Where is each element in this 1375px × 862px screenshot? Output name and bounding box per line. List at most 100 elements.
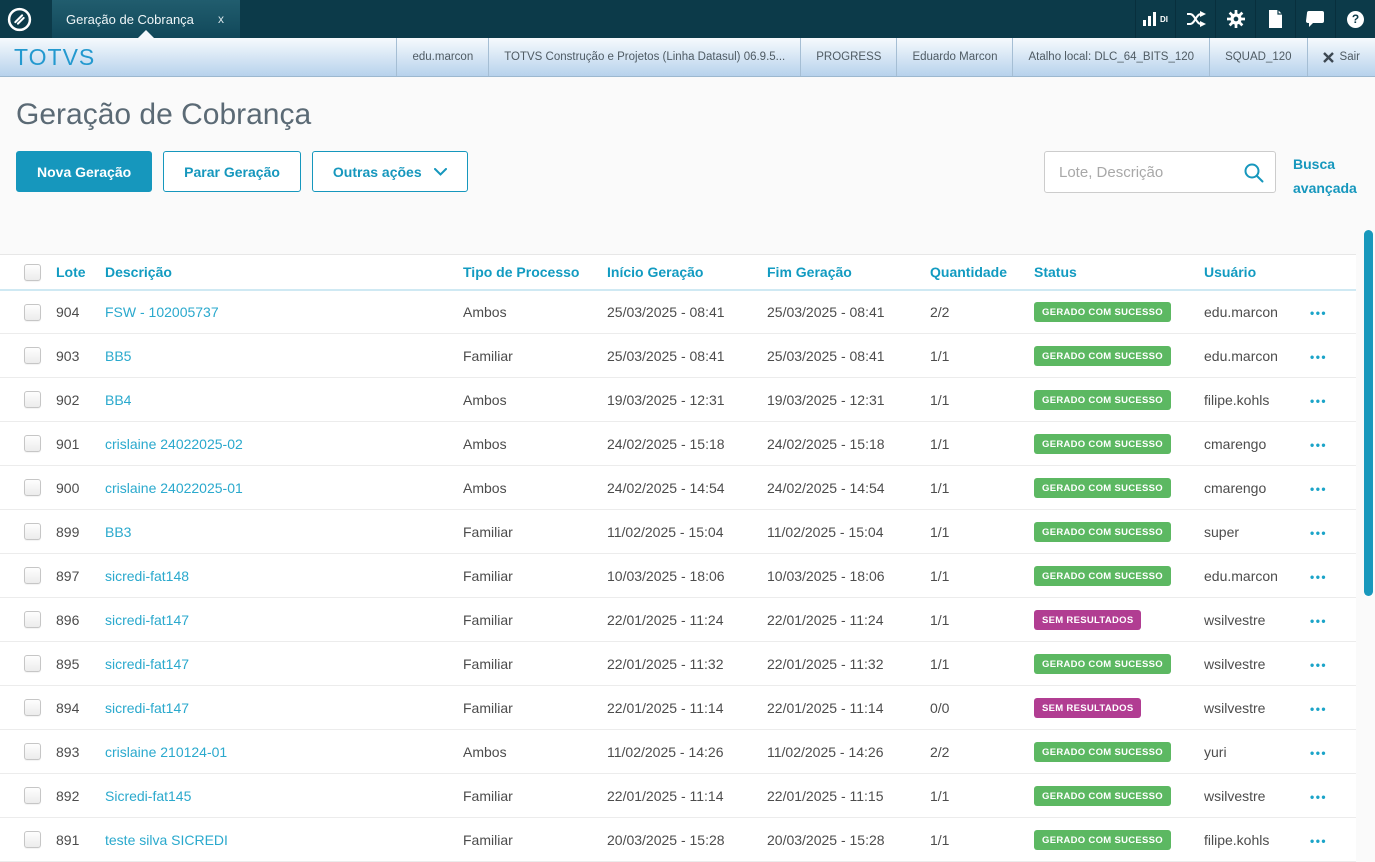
cell-descricao-link[interactable]: Sicredi-fat145 <box>105 787 192 804</box>
row-checkbox[interactable] <box>24 831 41 849</box>
row-checkbox[interactable] <box>24 479 41 497</box>
parar-geracao-button[interactable]: Parar Geração <box>163 151 301 192</box>
row-actions-icon[interactable]: ••• <box>1310 393 1328 408</box>
cell-tipo: Ambos <box>463 729 607 774</box>
cell-descricao-link[interactable]: BB5 <box>105 347 132 364</box>
cell-descricao-link[interactable]: sicredi-fat148 <box>105 567 190 584</box>
column-header-usuario: Usuário <box>1204 254 1310 291</box>
logout-button[interactable]: Sair <box>1306 38 1375 76</box>
cell-descricao-link[interactable]: BB4 <box>105 391 132 408</box>
cell-quantidade: 1/1 <box>930 597 1034 642</box>
cell-usuario: wsilvestre <box>1204 685 1310 730</box>
vertical-scrollbar[interactable] <box>1364 230 1373 596</box>
document-icon[interactable] <box>1255 0 1295 38</box>
row-checkbox[interactable] <box>24 347 41 365</box>
header-item-squad[interactable]: SQUAD_120 <box>1209 38 1306 76</box>
toolbar: Nova Geração Parar Geração Outras ações … <box>16 151 1359 200</box>
cell-descricao-link[interactable]: teste silva SICREDI <box>105 831 228 848</box>
cell-tipo: Familiar <box>463 641 607 686</box>
cell-quantidade: 1/1 <box>930 641 1034 686</box>
cell-lote: 900 <box>56 465 105 510</box>
row-checkbox[interactable] <box>24 699 41 717</box>
search-icon[interactable] <box>1243 162 1264 183</box>
row-actions-icon[interactable]: ••• <box>1310 525 1328 540</box>
cell-lote: 901 <box>56 421 105 466</box>
row-actions-icon[interactable]: ••• <box>1310 657 1328 672</box>
help-icon[interactable]: ? <box>1335 0 1375 38</box>
row-actions-icon[interactable]: ••• <box>1310 745 1328 760</box>
cell-descricao-link[interactable]: crislaine 24022025-02 <box>105 435 243 452</box>
search-input[interactable] <box>1057 162 1243 182</box>
table-row: 899 BB3 Familiar 11/02/2025 - 15:04 11/0… <box>0 509 1356 554</box>
header-item-fullname[interactable]: Eduardo Marcon <box>896 38 1012 76</box>
table-row: 892 Sicredi-fat145 Familiar 22/01/2025 -… <box>0 773 1356 818</box>
row-checkbox[interactable] <box>24 611 41 629</box>
row-actions-icon[interactable]: ••• <box>1310 305 1328 320</box>
select-all-checkbox[interactable] <box>24 263 41 281</box>
cell-tipo: Ambos <box>463 289 607 334</box>
column-header-descricao: Descrição <box>105 254 463 291</box>
row-checkbox[interactable] <box>24 787 41 805</box>
cell-usuario: yuri <box>1204 729 1310 774</box>
cell-usuario: wsilvestre <box>1204 597 1310 642</box>
cell-tipo: Familiar <box>463 333 607 378</box>
header-item-database[interactable]: PROGRESS <box>800 38 896 76</box>
column-header-quantidade: Quantidade <box>930 254 1034 291</box>
status-badge: GERADO COM SUCESSO <box>1034 345 1171 366</box>
cell-tipo: Familiar <box>463 553 607 598</box>
row-actions-icon[interactable]: ••• <box>1310 789 1328 804</box>
cell-inicio: 20/03/2025 - 15:28 <box>607 817 767 862</box>
row-checkbox[interactable] <box>24 435 41 453</box>
row-actions-icon[interactable]: ••• <box>1310 569 1328 584</box>
row-actions-icon[interactable]: ••• <box>1310 437 1328 452</box>
gear-icon[interactable] <box>1215 0 1255 38</box>
row-checkbox[interactable] <box>24 743 41 761</box>
cell-fim: 11/02/2025 - 14:26 <box>767 729 930 774</box>
header-item-atalho-local[interactable]: Atalho local: DLC_64_BITS_120 <box>1012 38 1209 76</box>
status-badge: GERADO COM SUCESSO <box>1034 301 1171 322</box>
header-item-environment[interactable]: TOTVS Construção e Projetos (Linha Datas… <box>488 38 800 76</box>
tab-geracao-de-cobranca[interactable]: Geração de Cobrança x <box>52 0 240 38</box>
cell-quantidade: 2/2 <box>930 729 1034 774</box>
cell-lote: 895 <box>56 641 105 686</box>
header-item-username[interactable]: edu.marcon <box>396 38 488 76</box>
cell-descricao-link[interactable]: sicredi-fat147 <box>105 611 190 628</box>
status-badge: GERADO COM SUCESSO <box>1034 433 1171 454</box>
tab-close-icon[interactable]: x <box>218 12 224 26</box>
chevron-down-icon <box>433 167 447 176</box>
row-actions-icon[interactable]: ••• <box>1310 701 1328 716</box>
nova-geracao-button[interactable]: Nova Geração <box>16 151 153 192</box>
totvs-logo-icon[interactable] <box>0 0 38 38</box>
table-row: 902 BB4 Ambos 19/03/2025 - 12:31 19/03/2… <box>0 377 1356 422</box>
cell-descricao-link[interactable]: crislaine 24022025-01 <box>105 479 243 496</box>
table-row: 894 sicredi-fat147 Familiar 22/01/2025 -… <box>0 685 1356 730</box>
row-checkbox[interactable] <box>24 391 41 409</box>
row-actions-icon[interactable]: ••• <box>1310 349 1328 364</box>
busca-avancada-link[interactable]: Busca avançada <box>1293 156 1357 196</box>
table-header-row: Lote Descrição Tipo de Processo Início G… <box>0 254 1356 291</box>
chart-di-icon[interactable]: DI <box>1135 0 1175 38</box>
row-checkbox[interactable] <box>24 303 41 321</box>
cell-descricao-link[interactable]: crislaine 210124-01 <box>105 743 228 760</box>
status-badge: SEM RESULTADOS <box>1034 697 1142 718</box>
column-header-status: Status <box>1034 254 1204 291</box>
cell-tipo: Ambos <box>463 377 607 422</box>
row-actions-icon[interactable]: ••• <box>1310 481 1328 496</box>
cell-usuario: cmarengo <box>1204 465 1310 510</box>
shuffle-icon[interactable] <box>1175 0 1215 38</box>
cell-descricao-link[interactable]: sicredi-fat147 <box>105 655 190 672</box>
row-checkbox[interactable] <box>24 655 41 673</box>
cell-descricao-link[interactable]: FSW - 102005737 <box>105 303 219 320</box>
cell-descricao-link[interactable]: sicredi-fat147 <box>105 699 190 716</box>
outras-acoes-button[interactable]: Outras ações <box>311 151 468 192</box>
column-header-fim-geracao: Fim Geração <box>767 254 930 291</box>
cell-fim: 24/02/2025 - 14:54 <box>767 465 930 510</box>
status-badge: GERADO COM SUCESSO <box>1034 565 1171 586</box>
row-actions-icon[interactable]: ••• <box>1310 613 1328 628</box>
row-checkbox[interactable] <box>24 523 41 541</box>
cell-quantidade: 1/1 <box>930 333 1034 378</box>
row-checkbox[interactable] <box>24 567 41 585</box>
cell-descricao-link[interactable]: BB3 <box>105 523 132 540</box>
chat-icon[interactable] <box>1295 0 1335 38</box>
outras-acoes-label: Outras ações <box>332 163 422 180</box>
